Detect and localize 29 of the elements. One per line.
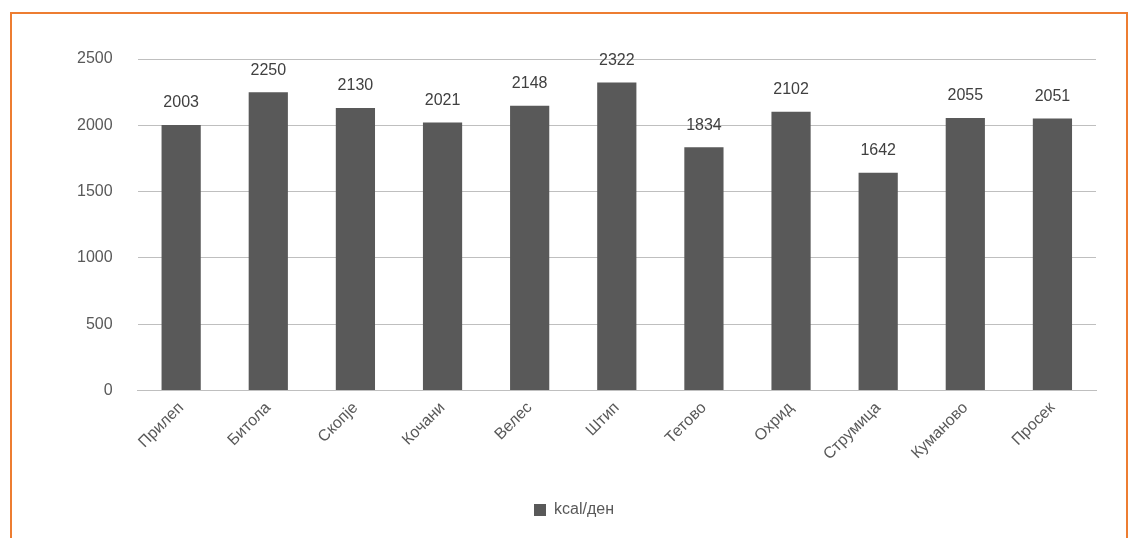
bar: [335, 108, 376, 391]
data-label: 2003: [163, 93, 200, 111]
bar: [248, 92, 288, 391]
data-label: 2148: [511, 74, 548, 92]
data-label: 2130: [337, 76, 374, 94]
y-tick-label: 2500: [77, 49, 113, 67]
bar: [510, 105, 550, 391]
bar: [684, 147, 724, 391]
y-tick-label: 500: [85, 314, 113, 332]
data-label: 1834: [686, 115, 722, 133]
bar: [771, 111, 811, 391]
bar: [422, 122, 463, 391]
legend-label: kcal/ден: [554, 500, 614, 518]
bar: [858, 172, 898, 391]
bar: [1032, 118, 1073, 391]
data-label: 2322: [599, 51, 635, 69]
y-tick-label: 0: [103, 380, 113, 398]
y-tick-label: 2000: [77, 115, 113, 133]
data-label: 2051: [1034, 86, 1071, 104]
data-label: 2021: [424, 90, 461, 108]
data-label: 2250: [250, 60, 287, 78]
data-label: 2102: [773, 80, 809, 98]
bar: [161, 124, 201, 391]
y-tick-label: 1500: [77, 182, 113, 200]
data-label: 2055: [947, 86, 984, 104]
data-label: 1642: [860, 141, 897, 159]
y-tick-label: 1000: [77, 248, 113, 266]
bar: [945, 118, 985, 391]
bar: [597, 82, 637, 391]
